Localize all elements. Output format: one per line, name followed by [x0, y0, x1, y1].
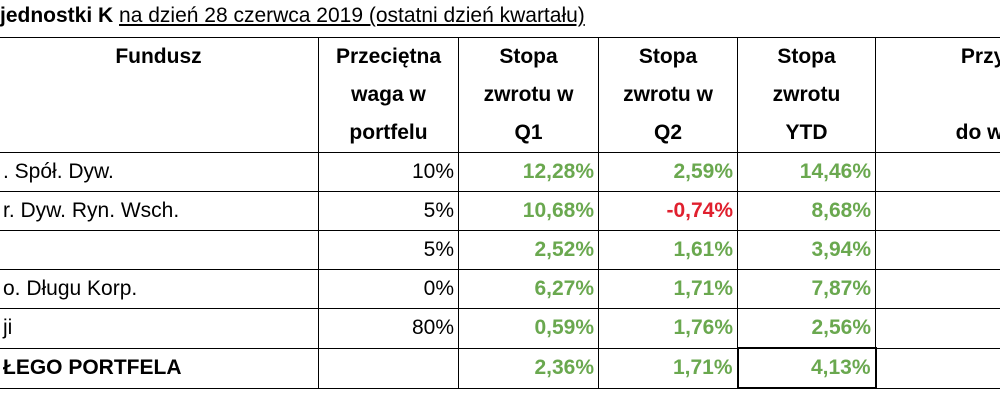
approx-cell — [875, 230, 1000, 270]
approx-cell — [875, 152, 1000, 192]
header-line: Przybliżo — [960, 45, 1000, 68]
title-bold: jednostki K — [0, 4, 114, 27]
header-line: Stopa — [499, 45, 558, 68]
approx-cell — [875, 191, 1000, 231]
q1-cell: 10,68% — [458, 191, 599, 231]
table-row: . Spół. Dyw. 10% 12,28% 2,59% 14,46% — [0, 152, 1000, 192]
approx-cell — [875, 347, 1000, 389]
q1-cell: 2,36% — [458, 347, 599, 389]
weight-cell: 5% — [318, 230, 459, 270]
ytd-cell: 2,56% — [737, 308, 876, 349]
table-row: 5% 2,52% 1,61% 3,94% — [0, 230, 1000, 270]
q1-cell: 6,27% — [458, 269, 599, 309]
weight-cell: 80% — [318, 308, 459, 349]
header-line: Stopa — [777, 45, 836, 68]
table-row: r. Dyw. Ryn. Wsch. 5% 10,68% -0,74% 8,68% — [0, 191, 1000, 231]
header-line: YTD — [785, 121, 828, 144]
header-line: Fundusz — [115, 45, 202, 68]
header-line: waga w — [351, 83, 426, 106]
header-line: Q2 — [653, 121, 682, 144]
ytd-cell: 7,87% — [737, 269, 876, 309]
approx-cell — [875, 308, 1000, 349]
ytd-cell: 8,68% — [737, 191, 876, 231]
table-body: . Spół. Dyw. 10% 12,28% 2,59% 14,46% r. Dyw. … — [0, 152, 1000, 389]
fund-cell: ŁEGO PORTFELA — [0, 347, 319, 389]
header-line: portfelu — [349, 121, 428, 144]
returns-table: Fundusz Przeciętna waga w portfelu Stopa zwro… — [0, 37, 1000, 389]
ytd-cell: 3,94% — [737, 230, 876, 270]
fund-cell: o. Długu Korp. — [0, 269, 319, 309]
ytd-cell: 14,46% — [737, 152, 876, 192]
table-row: o. Długu Korp. 0% 6,27% 1,71% 7,87% — [0, 269, 1000, 309]
fund-cell: ji — [0, 308, 319, 349]
column-header: Fundusz — [0, 37, 319, 153]
column-header: Przeciętna waga w portfelu — [318, 37, 459, 153]
header-row: Fundusz Przeciętna waga w portfelu Stopa zwro… — [0, 37, 1000, 153]
table-row: ŁEGO PORTFELA 2,36% 1,71% 4,13% — [0, 347, 1000, 389]
header-line: Stopa — [638, 45, 698, 68]
fund-cell — [0, 230, 319, 270]
weight-cell — [318, 347, 459, 389]
approx-cell — [875, 269, 1000, 309]
q2-cell: 1,71% — [598, 269, 738, 309]
q2-cell: 1,71% — [598, 347, 738, 389]
q2-cell: 1,76% — [598, 308, 738, 349]
table-row: ji 80% 0,59% 1,76% 2,56% — [0, 308, 1000, 349]
q1-cell: 0,59% — [458, 308, 599, 349]
title-rest: na dzień 28 czerwca 2019 (ostatni dzień … — [119, 4, 585, 27]
q2-cell: 1,61% — [598, 230, 738, 270]
weight-cell: 0% — [318, 269, 459, 309]
header-line: zwrotu w — [483, 83, 574, 106]
q2-cell: -0,74% — [598, 191, 738, 231]
title: jednostki K na dzień 28 czerwca 2019 (os… — [0, 4, 585, 28]
q1-cell: 12,28% — [458, 152, 599, 192]
header-line: Przeciętna — [335, 45, 442, 68]
fund-cell: r. Dyw. Ryn. Wsch. — [0, 191, 319, 231]
weight-cell: 10% — [318, 152, 459, 192]
q2-cell: 2,59% — [598, 152, 738, 192]
weight-cell: 5% — [318, 191, 459, 231]
header-line: zwrotu w — [623, 83, 713, 106]
header-line: zwrotu — [772, 83, 841, 106]
q1-cell: 2,52% — [458, 230, 599, 270]
column-header: Stopa zwrotu w Q2 — [598, 37, 738, 153]
column-header: Przybliżo do wyniku — [875, 37, 1000, 153]
column-header: Stopa zwrotu w Q1 — [458, 37, 599, 153]
fund-cell: . Spół. Dyw. — [0, 152, 319, 192]
ytd-cell: 4,13% — [736, 347, 877, 389]
column-header: Stopa zwrotu YTD — [737, 37, 876, 153]
spacer — [880, 76, 1000, 114]
header-line: do wyniku — [955, 121, 1000, 144]
header-line: Q1 — [514, 121, 543, 144]
